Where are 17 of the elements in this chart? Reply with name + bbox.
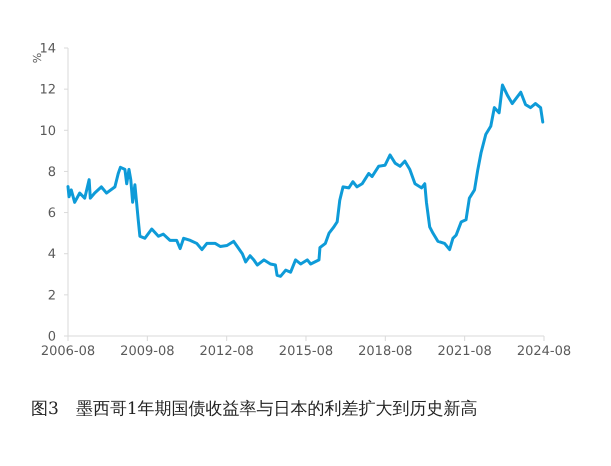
x-tick-label: 2018-08 <box>358 344 412 359</box>
text: 图3 墨西哥1年期国债收益率与日本的利差扩大到历史新高 <box>31 399 478 419</box>
y-tick-label: 4 <box>48 247 56 262</box>
line-series <box>66 84 544 278</box>
y-tick-label: 2 <box>48 288 56 304</box>
x-tick-label: 2012-08 <box>200 344 254 359</box>
x-tick-label: 2006-08 <box>40 344 96 359</box>
y-tick-label: 0 <box>48 330 56 344</box>
y-tick-label: 10 <box>39 124 56 139</box>
x-tick-label: 2009-08 <box>120 344 175 359</box>
x-tick-label: 2021-08 <box>437 344 492 359</box>
y-axis-title: % <box>31 52 44 64</box>
y-tick-label: 12 <box>39 82 56 98</box>
x-tick-label: 2024-08 <box>516 344 572 359</box>
y-tick-label: 8 <box>48 164 56 180</box>
x-tick-label: 2015-08 <box>278 344 334 359</box>
y-tick-label: 6 <box>48 206 56 222</box>
